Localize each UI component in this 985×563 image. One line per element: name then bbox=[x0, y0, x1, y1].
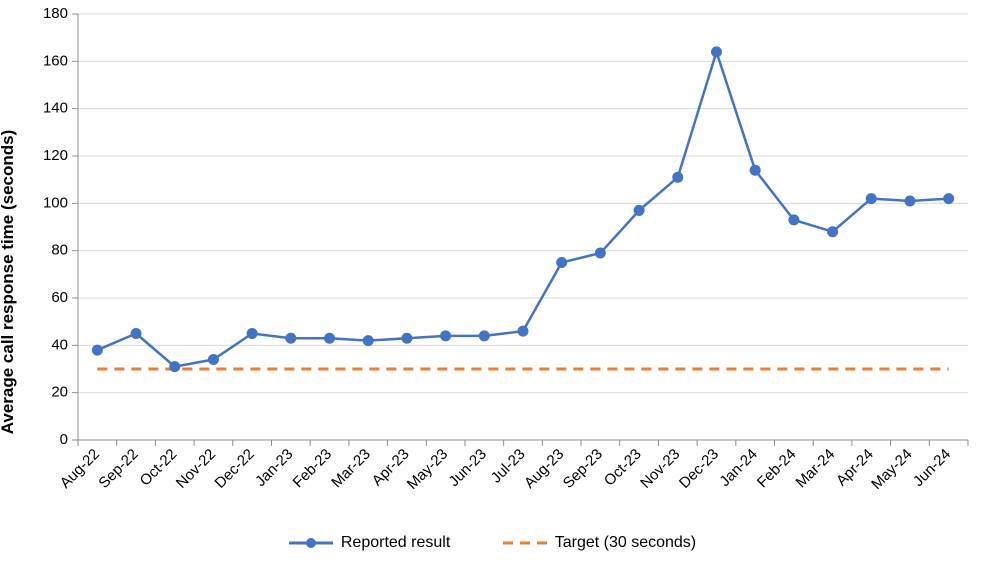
svg-text:80: 80 bbox=[51, 242, 68, 259]
svg-text:Oct-23: Oct-23 bbox=[601, 446, 645, 490]
svg-text:Jan-24: Jan-24 bbox=[716, 446, 760, 490]
svg-text:Dec-22: Dec-22 bbox=[212, 446, 258, 492]
svg-text:Feb-24: Feb-24 bbox=[754, 446, 800, 492]
chart-container: Average call response time (seconds) 020… bbox=[0, 0, 985, 563]
legend-label-target: Target (30 seconds) bbox=[555, 534, 696, 552]
legend-label-reported: Reported result bbox=[341, 534, 450, 552]
svg-text:20: 20 bbox=[51, 384, 68, 401]
legend-item-reported: Reported result bbox=[289, 534, 450, 552]
legend-swatch-target bbox=[503, 536, 547, 550]
chart-svg: 020406080100120140160180Aug-22Sep-22Oct-… bbox=[0, 0, 985, 563]
svg-text:Mar-23: Mar-23 bbox=[328, 446, 374, 492]
svg-text:100: 100 bbox=[43, 194, 68, 211]
svg-text:120: 120 bbox=[43, 147, 68, 164]
svg-text:60: 60 bbox=[51, 289, 68, 306]
svg-text:Jun-24: Jun-24 bbox=[910, 446, 954, 490]
svg-text:160: 160 bbox=[43, 52, 68, 69]
svg-text:Jan-23: Jan-23 bbox=[252, 446, 296, 490]
svg-text:Sep-22: Sep-22 bbox=[95, 446, 141, 492]
svg-text:Oct-22: Oct-22 bbox=[137, 446, 181, 490]
svg-text:Sep-23: Sep-23 bbox=[560, 446, 606, 492]
svg-text:Mar-24: Mar-24 bbox=[793, 446, 839, 492]
svg-text:Jun-23: Jun-23 bbox=[445, 446, 489, 490]
svg-text:Nov-23: Nov-23 bbox=[637, 446, 683, 492]
svg-text:40: 40 bbox=[51, 336, 68, 353]
svg-text:0: 0 bbox=[60, 431, 68, 448]
legend-swatch-reported bbox=[289, 536, 333, 550]
svg-text:Nov-22: Nov-22 bbox=[173, 446, 219, 492]
svg-text:Feb-23: Feb-23 bbox=[290, 446, 336, 492]
y-axis-title: Average call response time (seconds) bbox=[0, 129, 18, 434]
svg-text:180: 180 bbox=[43, 5, 68, 22]
legend-item-target: Target (30 seconds) bbox=[503, 534, 696, 552]
svg-text:Aug-22: Aug-22 bbox=[57, 446, 103, 492]
svg-text:Aug-23: Aug-23 bbox=[521, 446, 567, 492]
svg-text:140: 140 bbox=[43, 100, 68, 117]
svg-text:May-23: May-23 bbox=[404, 446, 451, 493]
svg-text:May-24: May-24 bbox=[868, 446, 915, 493]
svg-text:Dec-23: Dec-23 bbox=[676, 446, 722, 492]
legend: Reported result Target (30 seconds) bbox=[0, 534, 985, 555]
